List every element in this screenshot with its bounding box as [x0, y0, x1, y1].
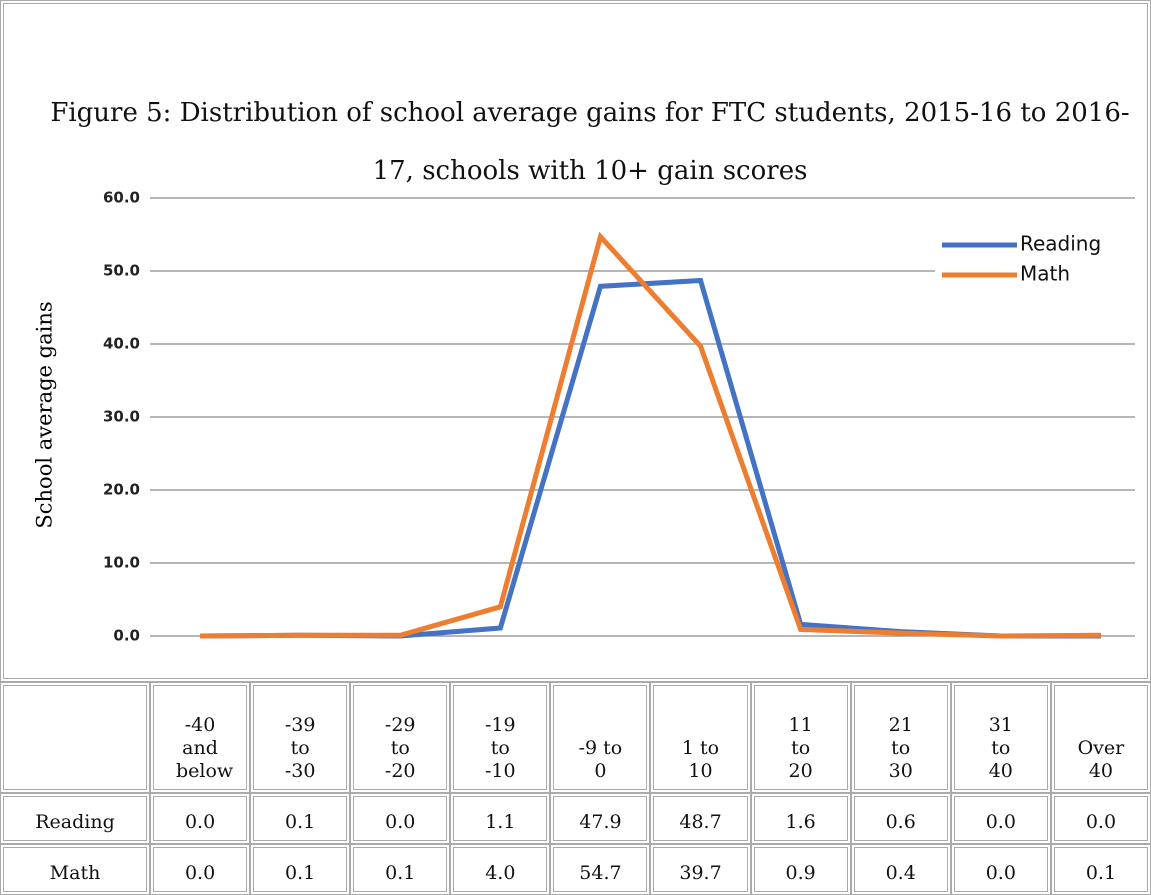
y-tick-label: 30.0: [103, 408, 140, 426]
y-tick-label: 20.0: [103, 481, 140, 499]
line-series: [200, 231, 1101, 639]
value-cell: 0.1: [350, 844, 451, 895]
chart-title: Figure 5: Distribution of school average…: [50, 98, 1130, 186]
y-tick-label: 40.0: [103, 335, 140, 353]
table-row: Math 0.0 0.1 0.1 4.0 54.7 39.7 0.9 0.4 0.0 0.1: [0, 844, 1151, 895]
value-cell: 0.4: [850, 844, 951, 895]
value-cell: 0.1: [1050, 844, 1151, 895]
y-tick-label: 60.0: [103, 189, 140, 207]
value-cell: 39.7: [650, 844, 751, 895]
data-table: -40 and below -39 to -30 -29 to -20 -19 to …: [0, 682, 1151, 895]
category-header: -19 to -10: [450, 682, 551, 794]
category-header: Over 40: [1050, 682, 1151, 794]
row-label: Reading: [0, 793, 150, 845]
category-header: 11 to 20: [750, 682, 851, 794]
value-cell: 1.6: [750, 793, 851, 845]
value-cell: 48.7: [650, 793, 751, 845]
value-cell: 0.0: [150, 844, 251, 895]
category-header: -39 to -30: [250, 682, 351, 794]
value-cell: 0.6: [850, 793, 951, 845]
value-cell: 0.1: [250, 793, 351, 845]
value-cell: 0.0: [1050, 793, 1151, 845]
y-tick-label: 10.0: [103, 554, 140, 572]
category-header: 21 to 30: [850, 682, 951, 794]
value-cell: 54.7: [550, 844, 651, 895]
corner-cell: [0, 682, 150, 794]
value-cell: 0.0: [150, 793, 251, 845]
table-row: Reading 0.0 0.1 0.0 1.1 47.9 48.7 1.6 0.6 0.0 0.0: [0, 793, 1151, 845]
legend-label: Math: [1020, 262, 1070, 286]
value-cell: 0.9: [750, 844, 851, 895]
y-tick-label: 0.0: [113, 627, 140, 645]
value-cell: 0.0: [350, 793, 451, 845]
value-cell: 47.9: [550, 793, 651, 845]
y-axis-title: School average gains: [33, 301, 57, 528]
header-row: -40 and below -39 to -30 -29 to -20 -19 to …: [0, 682, 1151, 794]
line-series: [200, 277, 1101, 639]
value-cell: 0.0: [950, 844, 1051, 895]
chart: School average gains 0.0 10.0 20.0 30.0 40.0…: [32, 188, 1145, 645]
category-header: 1 to 10: [650, 682, 751, 794]
value-cell: 4.0: [450, 844, 551, 895]
value-cell: 1.1: [450, 793, 551, 845]
value-cell: 0.0: [950, 793, 1051, 845]
legend-label: Reading: [1020, 232, 1101, 256]
legend-box: [935, 225, 1145, 300]
chart-frame: [0, 0, 1151, 682]
category-header: -9 to 0: [550, 682, 651, 794]
category-header: 31 to 40: [950, 682, 1051, 794]
category-header: -29 to -20: [350, 682, 451, 794]
category-header: -40 and below: [150, 682, 251, 794]
value-cell: 0.1: [250, 844, 351, 895]
row-label: Math: [0, 844, 150, 895]
y-tick-label: 50.0: [103, 262, 140, 280]
legend: Reading Math: [935, 225, 1145, 300]
